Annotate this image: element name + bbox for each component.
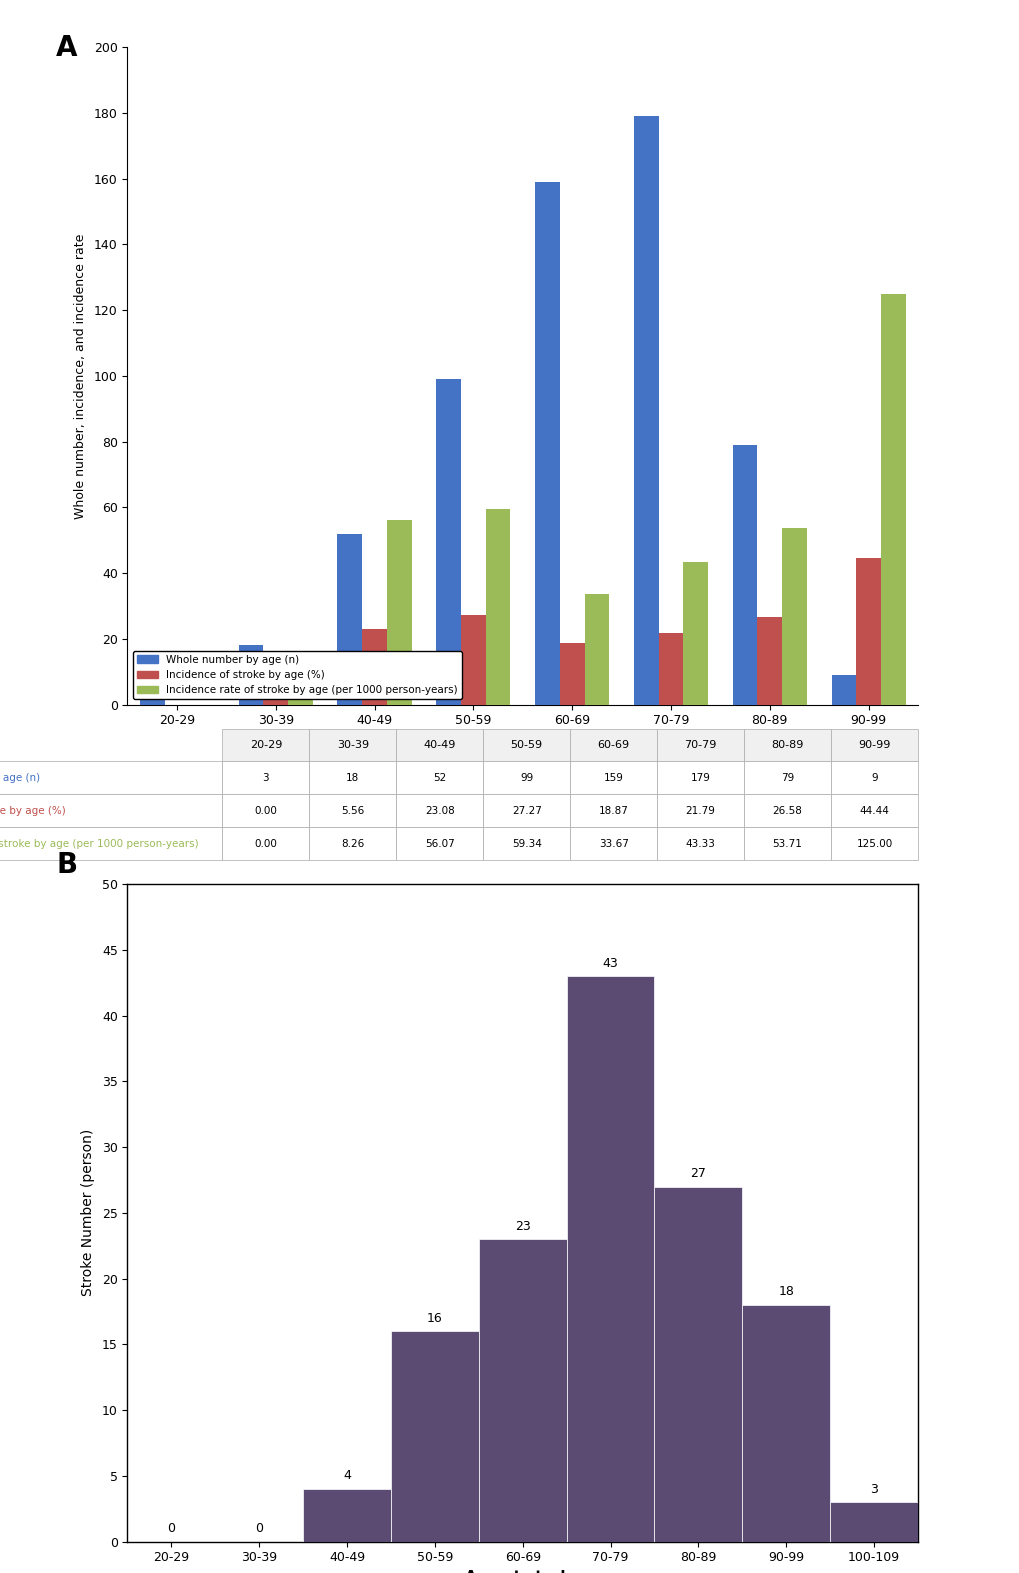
Text: 0: 0 — [167, 1523, 175, 1535]
Text: B: B — [56, 851, 77, 879]
Bar — [658, 632, 683, 705]
Bar — [386, 521, 412, 705]
Bar — [238, 645, 263, 705]
Bar — [140, 695, 164, 705]
Legend: Whole number by age (n), Incidence of stroke by age (%), Incidence rate of strok: Whole number by age (n), Incidence of st… — [132, 651, 462, 700]
Bar — [478, 1240, 567, 1542]
Bar — [584, 595, 608, 705]
Bar — [559, 642, 584, 705]
Bar — [732, 445, 757, 705]
Text: 3: 3 — [869, 1482, 877, 1496]
Bar — [880, 294, 905, 705]
Bar — [654, 1186, 742, 1542]
Bar — [436, 379, 461, 705]
Y-axis label: Stroke Number (person): Stroke Number (person) — [81, 1129, 95, 1296]
Bar — [742, 1306, 829, 1542]
Bar — [757, 617, 782, 705]
Bar — [567, 977, 654, 1542]
Bar — [337, 533, 362, 705]
Text: 16: 16 — [427, 1312, 442, 1324]
Y-axis label: Whole number, incidence, and incidence rate: Whole number, incidence, and incidence r… — [74, 233, 87, 519]
X-axis label: Age at stroke: Age at stroke — [465, 1570, 580, 1573]
Text: 43: 43 — [602, 956, 618, 969]
Bar — [390, 1331, 478, 1542]
Text: 18: 18 — [777, 1285, 794, 1298]
Bar — [855, 558, 880, 705]
Text: 27: 27 — [690, 1167, 706, 1180]
Bar — [485, 510, 510, 705]
Bar — [830, 675, 855, 705]
Bar — [782, 529, 806, 705]
Bar — [303, 1490, 390, 1542]
Text: 0: 0 — [255, 1523, 263, 1535]
Bar — [287, 678, 313, 705]
Bar — [263, 686, 287, 705]
Bar — [362, 629, 386, 705]
Bar — [633, 116, 658, 705]
Bar — [829, 1502, 917, 1542]
Text: A: A — [56, 35, 77, 61]
Bar — [535, 182, 559, 705]
Text: 4: 4 — [342, 1469, 351, 1482]
Text: 23: 23 — [515, 1219, 530, 1233]
Bar — [683, 562, 707, 705]
Bar — [461, 615, 485, 705]
